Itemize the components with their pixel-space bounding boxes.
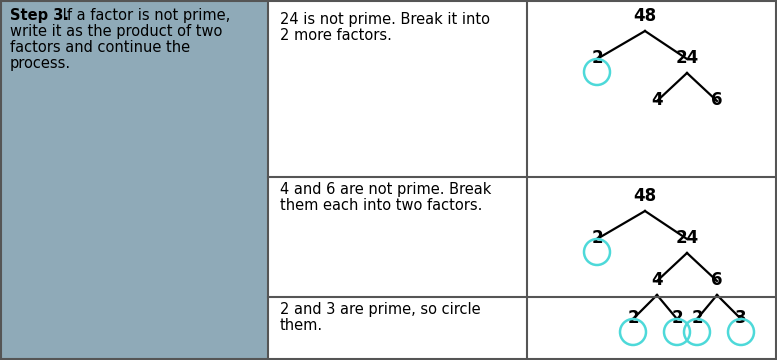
Text: 24: 24 [675,49,699,67]
Text: 2: 2 [591,49,603,67]
Text: 6: 6 [711,271,723,289]
Text: 24 is not prime. Break it into: 24 is not prime. Break it into [280,12,490,27]
Text: 24: 24 [675,229,699,247]
Text: process.: process. [10,56,71,71]
Text: 3: 3 [735,309,747,327]
Text: factors and continue the: factors and continue the [10,40,190,55]
Text: 2: 2 [671,309,683,327]
Text: 4 and 6 are not prime. Break: 4 and 6 are not prime. Break [280,182,491,197]
Text: 2: 2 [627,309,639,327]
Text: 4: 4 [651,91,663,109]
Text: 2: 2 [591,229,603,247]
Text: 48: 48 [633,187,657,205]
Text: 2 more factors.: 2 more factors. [280,28,392,43]
Text: If a factor is not prime,: If a factor is not prime, [58,8,230,23]
Text: 48: 48 [633,7,657,25]
Text: 2: 2 [692,309,703,327]
Text: Step 3.: Step 3. [10,8,69,23]
Text: 4: 4 [651,271,663,289]
Text: them.: them. [280,318,323,333]
Text: 6: 6 [711,91,723,109]
Text: them each into two factors.: them each into two factors. [280,198,483,213]
Text: write it as the product of two: write it as the product of two [10,24,222,39]
Bar [0,0,268,360]
Text: 2 and 3 are prime, so circle: 2 and 3 are prime, so circle [280,302,481,317]
